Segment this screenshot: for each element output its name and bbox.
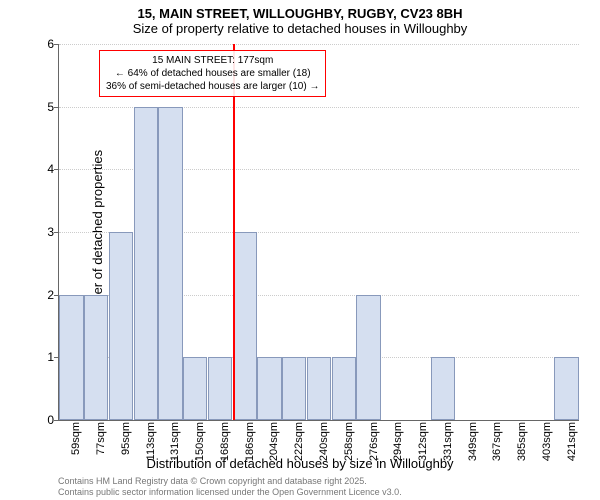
- x-tick-label: 421sqm: [566, 422, 578, 462]
- annotation-box: 15 MAIN STREET: 177sqm← 64% of detached …: [99, 50, 326, 97]
- y-tick-mark: [54, 107, 58, 108]
- y-tick-label: 3: [42, 225, 54, 239]
- footer-line1: Contains HM Land Registry data © Crown c…: [58, 476, 402, 487]
- y-tick-label: 1: [42, 350, 54, 364]
- y-tick-mark: [54, 44, 58, 45]
- y-tick-label: 5: [42, 100, 54, 114]
- bar: [183, 357, 207, 420]
- y-tick-mark: [54, 169, 58, 170]
- bar: [307, 357, 331, 420]
- x-tick-label: 240sqm: [318, 422, 330, 462]
- y-tick-label: 0: [42, 413, 54, 427]
- bar: [233, 232, 257, 420]
- bar: [554, 357, 578, 420]
- y-tick-label: 4: [42, 162, 54, 176]
- x-tick-label: 77sqm: [95, 422, 107, 462]
- gridline: [59, 44, 579, 45]
- bar: [431, 357, 455, 420]
- annotation-line2: ← 64% of detached houses are smaller (18…: [106, 67, 319, 80]
- x-tick-label: 349sqm: [467, 422, 479, 462]
- y-tick-label: 2: [42, 288, 54, 302]
- bar: [158, 107, 182, 420]
- x-tick-label: 258sqm: [343, 422, 355, 462]
- chart-plot-area: 15 MAIN STREET: 177sqm← 64% of detached …: [58, 44, 579, 421]
- bar: [282, 357, 306, 420]
- chart-title-main: 15, MAIN STREET, WILLOUGHBY, RUGBY, CV23…: [0, 0, 600, 21]
- chart-title-sub: Size of property relative to detached ho…: [0, 21, 600, 38]
- marker-line: [233, 44, 235, 420]
- x-tick-label: 312sqm: [417, 422, 429, 462]
- bar: [59, 295, 83, 420]
- x-tick-label: 131sqm: [169, 422, 181, 462]
- x-tick-label: 95sqm: [120, 422, 132, 462]
- x-tick-label: 403sqm: [541, 422, 553, 462]
- y-tick-mark: [54, 232, 58, 233]
- x-tick-label: 294sqm: [392, 422, 404, 462]
- annotation-line1: 15 MAIN STREET: 177sqm: [106, 54, 319, 67]
- bar: [332, 357, 356, 420]
- x-tick-label: 331sqm: [442, 422, 454, 462]
- footer-line2: Contains public sector information licen…: [58, 487, 402, 498]
- y-tick-label: 6: [42, 37, 54, 51]
- x-tick-label: 186sqm: [244, 422, 256, 462]
- bar: [84, 295, 108, 420]
- bar: [257, 357, 281, 420]
- x-tick-label: 59sqm: [70, 422, 82, 462]
- footer-attribution: Contains HM Land Registry data © Crown c…: [58, 476, 402, 498]
- y-tick-mark: [54, 357, 58, 358]
- x-tick-label: 385sqm: [516, 422, 528, 462]
- x-tick-label: 113sqm: [145, 422, 157, 462]
- bar: [109, 232, 133, 420]
- y-tick-mark: [54, 295, 58, 296]
- bar: [208, 357, 232, 420]
- x-tick-label: 204sqm: [268, 422, 280, 462]
- x-tick-label: 222sqm: [293, 422, 305, 462]
- bar: [356, 295, 380, 420]
- bar: [134, 107, 158, 420]
- x-tick-label: 276sqm: [368, 422, 380, 462]
- x-tick-label: 367sqm: [491, 422, 503, 462]
- x-tick-label: 150sqm: [194, 422, 206, 462]
- y-tick-mark: [54, 420, 58, 421]
- annotation-line3: 36% of semi-detached houses are larger (…: [106, 80, 319, 93]
- x-tick-label: 168sqm: [219, 422, 231, 462]
